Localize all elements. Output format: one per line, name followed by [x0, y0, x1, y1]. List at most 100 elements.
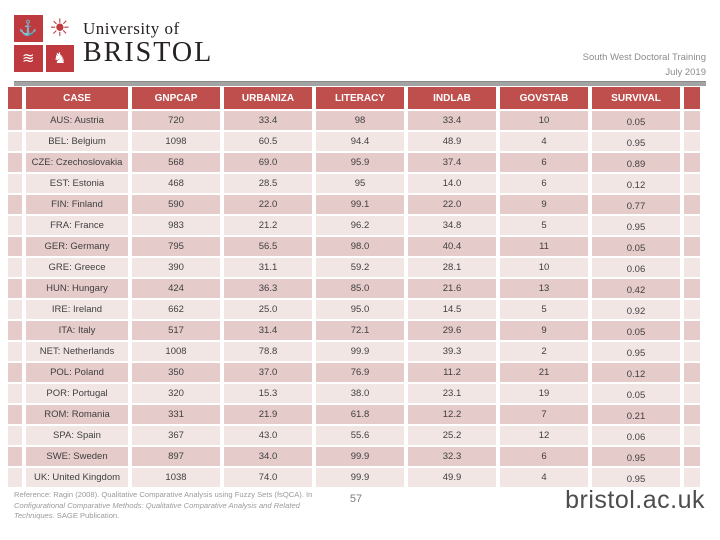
- university-crest: ⚓ ☀ ≋ ♞: [14, 15, 74, 72]
- row-edge-cell: [684, 447, 700, 466]
- value-cell: 22.0: [224, 195, 312, 214]
- value-cell: 1098: [132, 132, 220, 151]
- table-row: SPA: Spain 367 43.0 55.6 25.2 12 0.06: [8, 426, 700, 445]
- value-cell: 983: [132, 216, 220, 235]
- value-cell: 897: [132, 447, 220, 466]
- horse-icon: ♞: [45, 45, 74, 72]
- reference-part3: SAGE Publication.: [54, 511, 120, 521]
- reference-text: Reference: Ragin (2008). Qualitative Com…: [14, 490, 339, 522]
- value-cell: 5: [500, 216, 588, 235]
- sun-icon: ☀: [45, 15, 74, 42]
- value-cell: 33.4: [408, 111, 496, 130]
- value-cell: 331: [132, 405, 220, 424]
- table-row: FIN: Finland 590 22.0 99.1 22.0 9 0.77: [8, 195, 700, 214]
- value-cell: 28.1: [408, 258, 496, 277]
- value-cell: 22.0: [408, 195, 496, 214]
- value-cell: 29.6: [408, 321, 496, 340]
- case-cell: EST: Estonia: [26, 174, 128, 193]
- row-edge-cell: [684, 321, 700, 340]
- row-edge-cell: [8, 468, 22, 487]
- row-edge-cell: [684, 363, 700, 382]
- row-edge-cell: [8, 258, 22, 277]
- dolphin-icon: ≋: [14, 45, 43, 72]
- row-edge-cell: [684, 405, 700, 424]
- row-edge-cell: [8, 279, 22, 298]
- column-header: LITERACY: [316, 87, 404, 109]
- ship-icon: ⚓: [14, 15, 43, 42]
- table-row: BEL: Belgium 1098 60.5 94.4 48.9 4 0.95: [8, 132, 700, 151]
- reference-book-title: Configurational Comparative Methods: Qua…: [14, 500, 300, 521]
- case-cell: FIN: Finland: [26, 195, 128, 214]
- table-row: SWE: Sweden 897 34.0 99.9 32.3 6 0.95: [8, 447, 700, 466]
- table-row: UK: United Kingdom 1038 74.0 99.9 49.9 4 0.95: [8, 468, 700, 487]
- logo-university-name: BRISTOL: [83, 36, 214, 68]
- value-cell: 4: [500, 468, 588, 487]
- value-cell: 7: [500, 405, 588, 424]
- value-cell: 11: [500, 237, 588, 256]
- value-cell: 19: [500, 384, 588, 403]
- value-cell: 59.2: [316, 258, 404, 277]
- table-row: GER: Germany 795 56.5 98.0 40.4 11 0.05: [8, 237, 700, 256]
- column-header: SURVIVAL: [592, 87, 680, 109]
- table-row: NET: Netherlands 1008 78.8 99.9 39.3 2 0.95: [8, 342, 700, 361]
- row-edge-cell: [8, 216, 22, 235]
- value-cell: 0.42: [592, 279, 680, 298]
- row-edge-cell: [8, 174, 22, 193]
- value-cell: 14.5: [408, 300, 496, 319]
- value-cell: 99.9: [316, 447, 404, 466]
- value-cell: 6: [500, 447, 588, 466]
- row-edge-cell: [684, 174, 700, 193]
- row-edge-cell: [684, 468, 700, 487]
- case-cell: NET: Netherlands: [26, 342, 128, 361]
- value-cell: 5: [500, 300, 588, 319]
- value-cell: 95: [316, 174, 404, 193]
- value-cell: 0.12: [592, 363, 680, 382]
- row-edge-cell: [8, 384, 22, 403]
- value-cell: 367: [132, 426, 220, 445]
- row-edge-cell: [8, 132, 22, 151]
- value-cell: 795: [132, 237, 220, 256]
- row-edge-cell: [684, 111, 700, 130]
- value-cell: 0.95: [592, 342, 680, 361]
- value-cell: 10: [500, 111, 588, 130]
- row-edge-cell: [684, 237, 700, 256]
- header-edge-cell: [8, 87, 22, 109]
- table-row: GRE: Greece 390 31.1 59.2 28.1 10 0.06: [8, 258, 700, 277]
- training-program-label: South West Doctoral Training: [582, 52, 706, 63]
- value-cell: 69.0: [224, 153, 312, 172]
- case-cell: GRE: Greece: [26, 258, 128, 277]
- value-cell: 31.1: [224, 258, 312, 277]
- value-cell: 12: [500, 426, 588, 445]
- university-logo: ⚓ ☀ ≋ ♞ University of BRISTOL: [14, 15, 213, 72]
- value-cell: 13: [500, 279, 588, 298]
- value-cell: 94.4: [316, 132, 404, 151]
- value-cell: 0.05: [592, 111, 680, 130]
- value-cell: 25.2: [408, 426, 496, 445]
- table-row: ROM: Romania 331 21.9 61.8 12.2 7 0.21: [8, 405, 700, 424]
- value-cell: 76.9: [316, 363, 404, 382]
- value-cell: 15.3: [224, 384, 312, 403]
- value-cell: 590: [132, 195, 220, 214]
- value-cell: 95.0: [316, 300, 404, 319]
- value-cell: 568: [132, 153, 220, 172]
- table-row: IRE: Ireland 662 25.0 95.0 14.5 5 0.92: [8, 300, 700, 319]
- value-cell: 2: [500, 342, 588, 361]
- row-edge-cell: [684, 258, 700, 277]
- logo-text: University of BRISTOL: [83, 19, 213, 69]
- row-edge-cell: [8, 153, 22, 172]
- row-edge-cell: [8, 426, 22, 445]
- row-edge-cell: [684, 279, 700, 298]
- value-cell: 21.9: [224, 405, 312, 424]
- row-edge-cell: [8, 363, 22, 382]
- case-cell: SWE: Sweden: [26, 447, 128, 466]
- data-table: CASE GNPCAP URBANIZA LITERACY INDLAB GOVSTAB S…: [4, 85, 704, 489]
- case-cell: SPA: Spain: [26, 426, 128, 445]
- row-edge-cell: [684, 342, 700, 361]
- logo-org-name: University of: [83, 18, 180, 38]
- value-cell: 98: [316, 111, 404, 130]
- value-cell: 72.1: [316, 321, 404, 340]
- value-cell: 6: [500, 174, 588, 193]
- value-cell: 99.9: [316, 342, 404, 361]
- value-cell: 350: [132, 363, 220, 382]
